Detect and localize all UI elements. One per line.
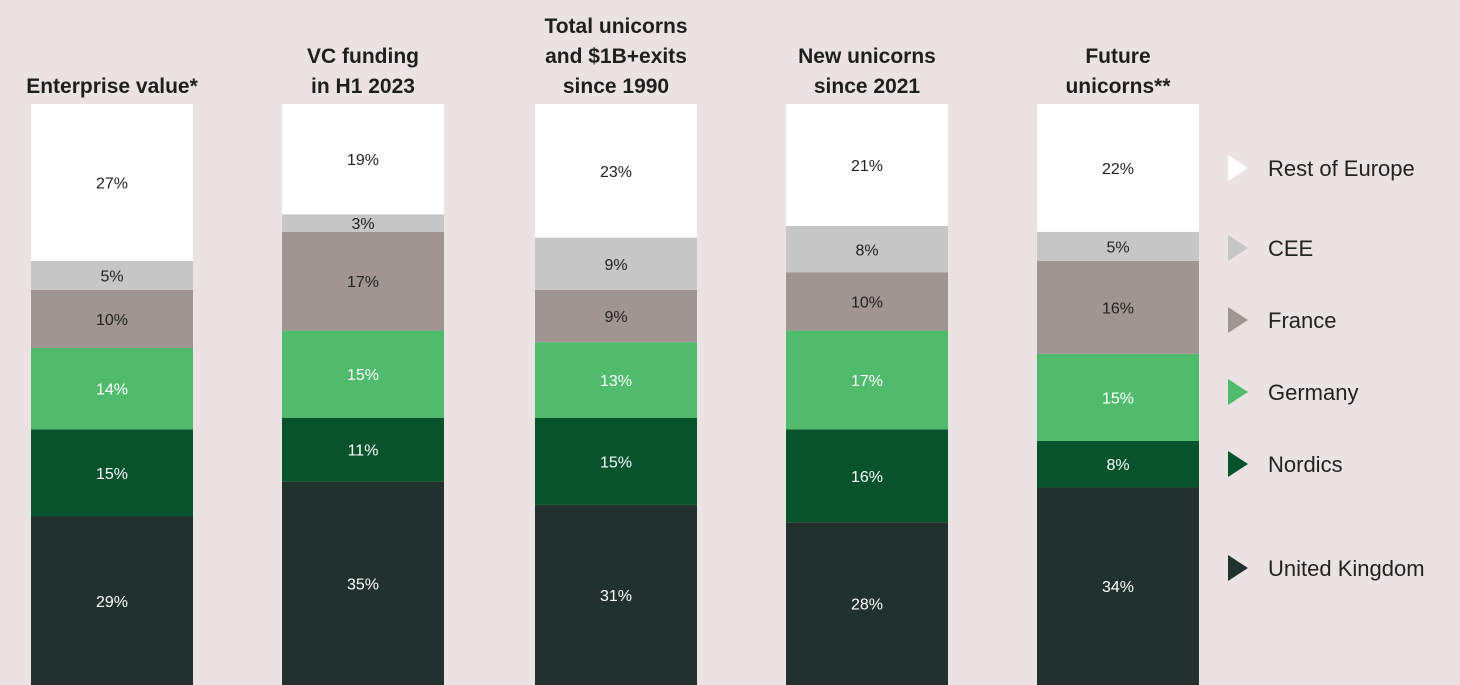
data-label: 17%: [851, 373, 883, 390]
data-label: 31%: [600, 588, 632, 605]
data-label: 15%: [600, 454, 632, 471]
data-label: 14%: [96, 382, 128, 399]
column-title-line: Future: [1085, 45, 1150, 68]
bar-segment: [786, 429, 948, 523]
bar-segment: [535, 237, 697, 290]
data-label: 9%: [604, 309, 627, 326]
bar-segment: [31, 516, 193, 685]
bar-segment: [786, 104, 948, 227]
bar-segment: [535, 104, 697, 238]
data-label: 13%: [600, 373, 632, 390]
data-label: 5%: [100, 268, 123, 285]
bar-segment: [282, 417, 444, 482]
legend-marker-icon: [1228, 451, 1248, 477]
bar-segment: [31, 289, 193, 349]
data-label: 27%: [96, 175, 128, 192]
bar-segment: [31, 429, 193, 517]
bar-segment: [282, 481, 444, 685]
bar-segment: [282, 214, 444, 232]
data-label: 35%: [347, 576, 379, 593]
bar-segment: [1037, 440, 1199, 488]
column-title-line: New unicorns: [798, 45, 936, 68]
legend-label: Nordics: [1268, 452, 1343, 477]
data-label: 28%: [851, 597, 883, 614]
data-label: 8%: [1106, 457, 1129, 474]
bar-segment: [786, 330, 948, 430]
legend: Rest of Europe CEE France Germany Nordics Uni…: [1228, 155, 1425, 581]
data-label: 11%: [348, 443, 379, 460]
data-label: 22%: [1102, 161, 1134, 178]
column-title-line: and $1B+exits: [545, 45, 687, 68]
bar-segment: [1037, 260, 1199, 354]
column-title-line: since 1990: [563, 75, 669, 98]
bar-segment: [31, 348, 193, 430]
bar-segment: [1037, 353, 1199, 441]
bar-segment: [31, 260, 193, 290]
legend-marker-icon: [1228, 555, 1248, 581]
bar-segment: [282, 104, 444, 215]
data-label: 15%: [96, 466, 128, 483]
legend-label: CEE: [1268, 236, 1313, 261]
bars: 29% 15% 14% 10% 5% 27% 35% 11% 15% 17% 3% 19% 31% 15%…: [31, 104, 1199, 685]
data-label: 10%: [851, 295, 883, 312]
bar-segment: [786, 272, 948, 331]
column-title: New unicorns since 2021: [798, 45, 936, 98]
column-title: Future unicorns**: [1065, 45, 1171, 98]
bar-segment: [535, 342, 697, 418]
data-label: 9%: [604, 257, 627, 274]
bar-segment: [1037, 231, 1199, 261]
bar-segment: [786, 522, 948, 685]
legend-marker-icon: [1228, 307, 1248, 333]
column-title-line: unicorns**: [1065, 75, 1171, 98]
legend-marker-icon: [1228, 235, 1248, 261]
bar-segment: [786, 226, 948, 273]
legend-label: United Kingdom: [1268, 556, 1425, 581]
data-label: 17%: [347, 274, 379, 291]
data-label: 5%: [1106, 239, 1129, 256]
legend-label: France: [1268, 308, 1336, 333]
data-label: 16%: [851, 469, 883, 486]
bar-segment: [282, 330, 444, 418]
legend-label: Rest of Europe: [1268, 156, 1415, 181]
column-title-line: Total unicorns: [544, 15, 687, 38]
data-label: 10%: [96, 312, 128, 329]
data-label: 21%: [851, 158, 883, 175]
legend-label: Germany: [1268, 380, 1358, 405]
column-title: VC funding in H1 2023: [307, 45, 419, 98]
data-label: 19%: [347, 152, 379, 169]
data-label: 23%: [600, 164, 632, 181]
legend-marker-icon: [1228, 379, 1248, 405]
column-title-line: in H1 2023: [311, 75, 415, 98]
bar-segment: [1037, 487, 1199, 685]
column-titles: Enterprise value* VC funding in H1 2023 Tot…: [26, 15, 1171, 98]
bar-segment: [535, 504, 697, 685]
legend-marker-icon: [1228, 155, 1248, 181]
data-label: 8%: [855, 242, 878, 259]
column-title-line: since 2021: [814, 75, 921, 98]
bar-segment: [535, 289, 697, 343]
data-label: 16%: [1102, 300, 1134, 317]
data-label: 15%: [1102, 390, 1134, 407]
data-label: 3%: [351, 216, 374, 233]
bar-segment: [535, 417, 697, 505]
column-title-line: VC funding: [307, 45, 419, 68]
column-title: Enterprise value*: [26, 75, 198, 98]
column-title: Total unicorns and $1B+exits since 1990: [544, 15, 687, 98]
bar-segment: [1037, 104, 1199, 232]
column-title-line: Enterprise value*: [26, 75, 198, 98]
bar-segment: [282, 231, 444, 331]
data-label: 29%: [96, 594, 128, 611]
data-label: 15%: [347, 367, 379, 384]
data-label: 34%: [1102, 579, 1134, 596]
bar-segment: [31, 104, 193, 261]
